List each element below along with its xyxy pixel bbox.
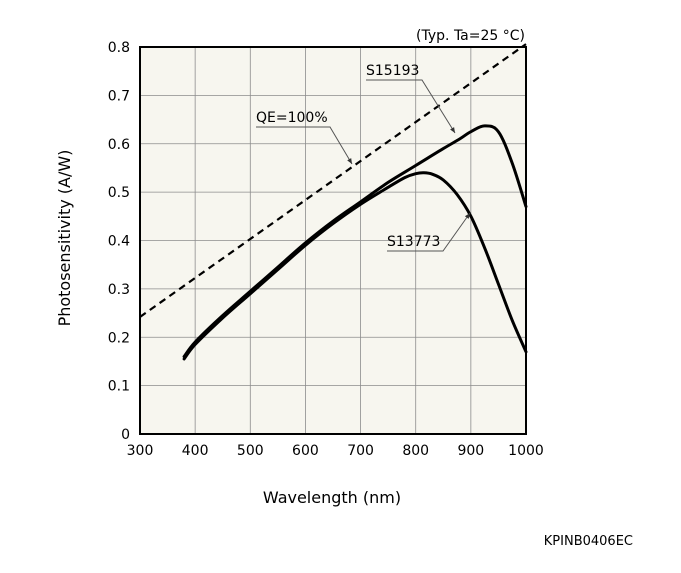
y-tick-label-4: 0.4 bbox=[108, 234, 130, 250]
series-group bbox=[139, 43, 528, 361]
x-tick-label-5: 800 bbox=[402, 443, 429, 459]
leader-qe100-arrowhead bbox=[347, 158, 352, 164]
series-label-s13773: S13773 bbox=[387, 234, 440, 250]
series-label-s15193: S15193 bbox=[366, 63, 419, 79]
y-axis-title: Photosensitivity (A/W) bbox=[55, 150, 74, 327]
label-leaders bbox=[256, 79, 471, 252]
x-tick-label-0: 300 bbox=[127, 443, 154, 459]
y-tick-label-6: 0.6 bbox=[108, 137, 130, 153]
y-tick-label-7: 0.7 bbox=[108, 88, 130, 104]
figure-code: KPINB0406EC bbox=[544, 534, 633, 549]
condition-note: (Typ. Ta=25 °C) bbox=[416, 28, 525, 44]
leader-qe100 bbox=[256, 126, 353, 165]
x-tick-label-3: 600 bbox=[292, 443, 319, 459]
y-tick-label-1: 0.1 bbox=[108, 379, 130, 395]
series-line-s13773 bbox=[182, 171, 528, 361]
y-tick-label-2: 0.2 bbox=[108, 330, 130, 346]
x-tick-label-7: 1000 bbox=[508, 443, 544, 459]
y-tick-label-5: 0.5 bbox=[108, 185, 130, 201]
series-line-qe100 bbox=[139, 43, 527, 318]
x-tick-label-6: 900 bbox=[457, 443, 484, 459]
y-tick-label-8: 0.8 bbox=[108, 40, 130, 56]
x-tick-label-4: 700 bbox=[347, 443, 374, 459]
x-tick-label-2: 500 bbox=[237, 443, 264, 459]
x-tick-labels: 300 400 500 600 700 800 900 1000 bbox=[127, 443, 544, 459]
x-axis-title: Wavelength (nm) bbox=[263, 488, 401, 507]
x-tick-label-1: 400 bbox=[182, 443, 209, 459]
leader-s15193-arrowhead bbox=[450, 127, 455, 133]
leader-s13773 bbox=[387, 212, 471, 252]
y-tick-label-0: 0 bbox=[121, 427, 130, 443]
y-tick-labels: 0 0.1 0.2 0.3 0.4 0.5 0.6 0.7 0.8 bbox=[108, 40, 130, 443]
leader-s15193 bbox=[366, 79, 456, 134]
plot-frame bbox=[139, 46, 527, 435]
series-line-s15193 bbox=[182, 124, 528, 359]
leader-s13773-arrowhead bbox=[464, 213, 470, 219]
series-label-qe100: QE=100% bbox=[256, 110, 328, 126]
y-tick-label-3: 0.3 bbox=[108, 282, 130, 298]
